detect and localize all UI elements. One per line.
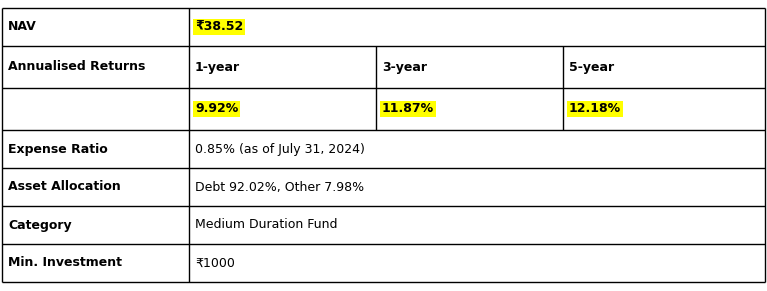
- Text: Medium Duration Fund: Medium Duration Fund: [195, 219, 337, 232]
- Text: Expense Ratio: Expense Ratio: [8, 143, 107, 155]
- Text: Debt 92.02%, Other 7.98%: Debt 92.02%, Other 7.98%: [195, 180, 364, 194]
- Text: 12.18%: 12.18%: [569, 102, 621, 116]
- Text: 1-year: 1-year: [195, 61, 240, 74]
- Text: 5-year: 5-year: [569, 61, 614, 74]
- Text: NAV: NAV: [8, 20, 37, 33]
- Text: Min. Investment: Min. Investment: [8, 256, 122, 269]
- Text: 3-year: 3-year: [382, 61, 427, 74]
- Text: 11.87%: 11.87%: [382, 102, 434, 116]
- Text: ₹38.52: ₹38.52: [195, 20, 243, 33]
- Text: ₹1000: ₹1000: [195, 256, 235, 269]
- Text: Annualised Returns: Annualised Returns: [8, 61, 146, 74]
- Text: 9.92%: 9.92%: [195, 102, 239, 116]
- Text: Asset Allocation: Asset Allocation: [8, 180, 120, 194]
- Text: Category: Category: [8, 219, 71, 232]
- Text: 0.85% (as of July 31, 2024): 0.85% (as of July 31, 2024): [195, 143, 365, 155]
